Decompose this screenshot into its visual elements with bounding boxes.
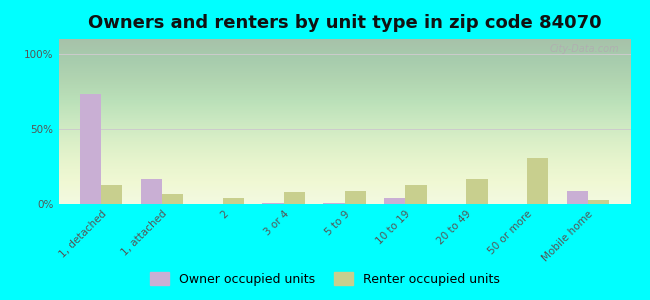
Bar <box>101 184 122 204</box>
Bar <box>344 190 366 204</box>
Bar <box>140 178 162 204</box>
Bar <box>567 190 588 204</box>
Bar <box>588 200 609 204</box>
Bar <box>283 192 305 204</box>
Text: City-Data.com: City-Data.com <box>549 44 619 54</box>
Bar <box>80 94 101 204</box>
Bar <box>323 202 345 204</box>
Bar <box>384 198 406 204</box>
Bar <box>527 158 549 204</box>
Bar <box>406 184 426 204</box>
Bar <box>162 194 183 204</box>
Bar <box>263 202 283 204</box>
Bar <box>223 198 244 204</box>
Bar <box>466 178 488 204</box>
Legend: Owner occupied units, Renter occupied units: Owner occupied units, Renter occupied un… <box>146 267 504 291</box>
Title: Owners and renters by unit type in zip code 84070: Owners and renters by unit type in zip c… <box>88 14 601 32</box>
